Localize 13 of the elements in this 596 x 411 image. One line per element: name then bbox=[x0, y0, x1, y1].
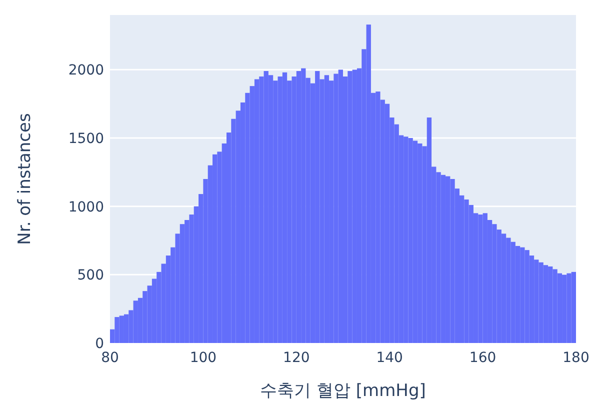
x-tick-label: 100 bbox=[190, 350, 217, 366]
x-tick-label: 180 bbox=[562, 350, 590, 366]
x-tick-label: 160 bbox=[469, 350, 496, 366]
x-tick-label: 80 bbox=[101, 350, 119, 366]
x-tick-label: 120 bbox=[283, 350, 310, 366]
y-axis-title: Nr. of instances bbox=[15, 113, 35, 245]
y-tick-label: 500 bbox=[77, 268, 104, 284]
y-tick-label: 2000 bbox=[68, 62, 104, 79]
x-tick-label: 140 bbox=[376, 350, 403, 366]
x-axis-title: 수축기 혈압 [mmHg] bbox=[260, 381, 426, 401]
y-tick-label: 1500 bbox=[68, 131, 104, 147]
y-tick-label: 0 bbox=[95, 336, 104, 352]
y-tick-label: 1000 bbox=[68, 199, 104, 216]
